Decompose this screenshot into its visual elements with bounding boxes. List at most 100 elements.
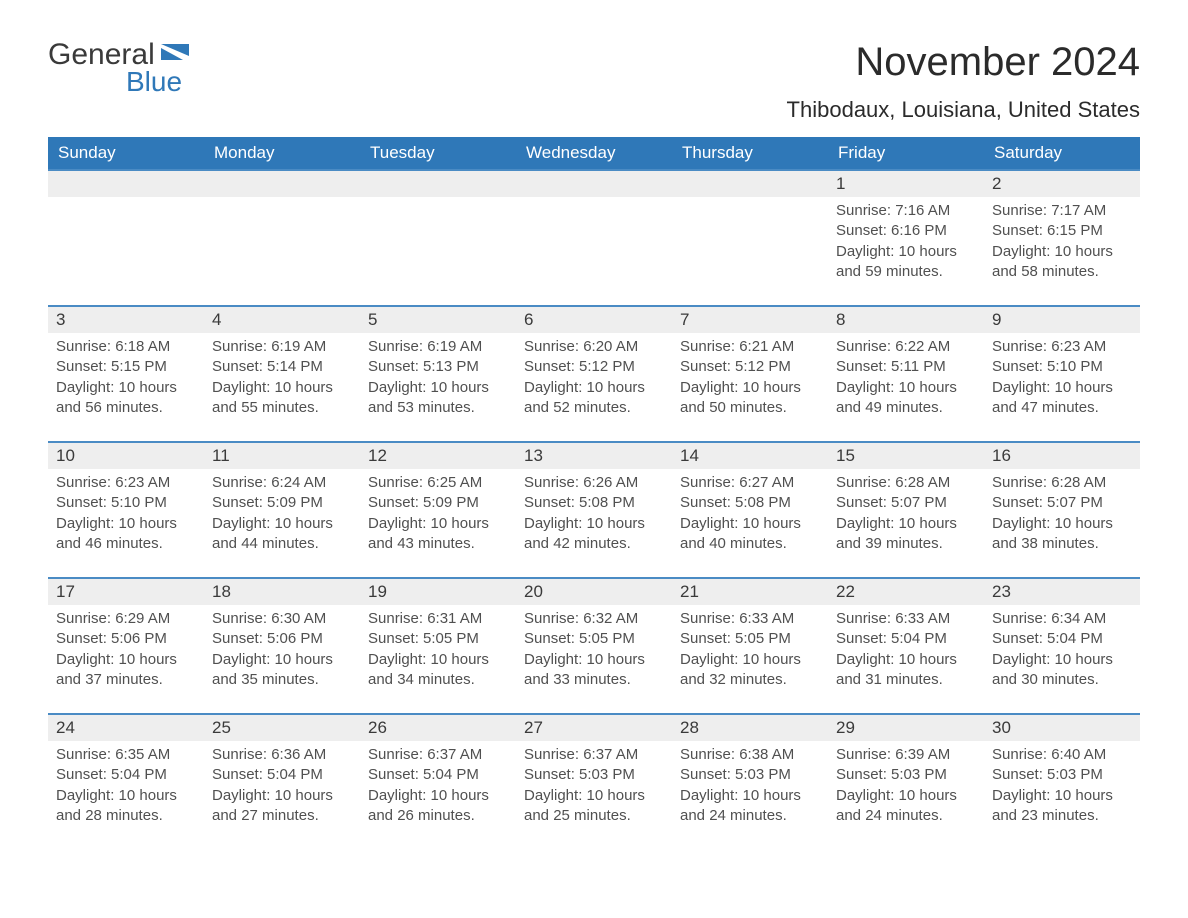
calendar-day-cell: 4Sunrise: 6:19 AMSunset: 5:14 PMDaylight… (204, 306, 360, 442)
day-number: 19 (360, 579, 516, 605)
daylight-line: Daylight: 10 hours and 40 minutes. (680, 514, 820, 555)
sunrise-line: Sunrise: 6:37 AM (368, 745, 508, 765)
day-number-empty (516, 171, 672, 197)
sunrise-line: Sunrise: 6:39 AM (836, 745, 976, 765)
daylight-line: Daylight: 10 hours and 26 minutes. (368, 786, 508, 827)
calendar-week-row: 1Sunrise: 7:16 AMSunset: 6:16 PMDaylight… (48, 170, 1140, 306)
sunset-line: Sunset: 5:03 PM (836, 765, 976, 785)
calendar-day-cell: 26Sunrise: 6:37 AMSunset: 5:04 PMDayligh… (360, 714, 516, 850)
sunset-line: Sunset: 6:15 PM (992, 221, 1132, 241)
calendar-day-cell: 27Sunrise: 6:37 AMSunset: 5:03 PMDayligh… (516, 714, 672, 850)
sunset-line: Sunset: 5:08 PM (524, 493, 664, 513)
calendar-day-cell: 22Sunrise: 6:33 AMSunset: 5:04 PMDayligh… (828, 578, 984, 714)
sunrise-line: Sunrise: 6:23 AM (56, 473, 196, 493)
daylight-line: Daylight: 10 hours and 50 minutes. (680, 378, 820, 419)
sunset-line: Sunset: 5:09 PM (368, 493, 508, 513)
sunset-line: Sunset: 5:10 PM (56, 493, 196, 513)
day-number: 25 (204, 715, 360, 741)
weekday-header: Tuesday (360, 137, 516, 170)
calendar-day-cell: 19 Sunrise: 6:31 AMSunset: 5:05 PMDayligh… (360, 578, 516, 714)
daylight-line: Daylight: 10 hours and 44 minutes. (212, 514, 352, 555)
sunrise-line: Sunrise: 6:32 AM (524, 609, 664, 629)
sunrise-line: Sunrise: 6:34 AM (992, 609, 1132, 629)
sunrise-line: Sunrise: 6:26 AM (524, 473, 664, 493)
daylight-line: Daylight: 10 hours and 58 minutes. (992, 242, 1132, 283)
sunset-line: Sunset: 5:04 PM (56, 765, 196, 785)
calendar-table: SundayMondayTuesdayWednesdayThursdayFrid… (48, 137, 1140, 850)
daylight-line: Daylight: 10 hours and 49 minutes. (836, 378, 976, 419)
weekday-header: Wednesday (516, 137, 672, 170)
day-number: 18 (204, 579, 360, 605)
sunset-line: Sunset: 5:05 PM (368, 629, 508, 649)
day-number-empty (48, 171, 204, 197)
day-details: Sunrise: 6:20 AMSunset: 5:12 PMDaylight:… (516, 333, 672, 424)
daylight-line: Daylight: 10 hours and 53 minutes. (368, 378, 508, 419)
sunrise-line: Sunrise: 6:33 AM (836, 609, 976, 629)
sunset-line: Sunset: 5:04 PM (212, 765, 352, 785)
sunrise-line: Sunrise: 6:35 AM (56, 745, 196, 765)
weekday-header: Thursday (672, 137, 828, 170)
brand-logo: General Blue (48, 40, 191, 96)
daylight-line: Daylight: 10 hours and 56 minutes. (56, 378, 196, 419)
sunrise-line: Sunrise: 6:24 AM (212, 473, 352, 493)
sunset-line: Sunset: 5:03 PM (992, 765, 1132, 785)
sunrise-line: Sunrise: 6:23 AM (992, 337, 1132, 357)
calendar-day-cell: 5Sunrise: 6:19 AMSunset: 5:13 PMDaylight… (360, 306, 516, 442)
calendar-day-cell: 11Sunrise: 6:24 AMSunset: 5:09 PMDayligh… (204, 442, 360, 578)
day-number: 12 (360, 443, 516, 469)
daylight-line: Daylight: 10 hours and 42 minutes. (524, 514, 664, 555)
day-details: Sunrise: 6:27 AMSunset: 5:08 PMDaylight:… (672, 469, 828, 560)
day-number: 29 (828, 715, 984, 741)
calendar-week-row: 24Sunrise: 6:35 AMSunset: 5:04 PMDayligh… (48, 714, 1140, 850)
day-details: Sunrise: 6:29 AMSunset: 5:06 PMDaylight:… (48, 605, 204, 696)
calendar-day-cell: 21Sunrise: 6:33 AMSunset: 5:05 PMDayligh… (672, 578, 828, 714)
sunset-line: Sunset: 5:03 PM (680, 765, 820, 785)
sunrise-line: Sunrise: 6:31 AM (368, 609, 508, 629)
calendar-day-cell: 15Sunrise: 6:28 AMSunset: 5:07 PMDayligh… (828, 442, 984, 578)
weekday-header: Monday (204, 137, 360, 170)
sunset-line: Sunset: 5:09 PM (212, 493, 352, 513)
calendar-day-cell: 18Sunrise: 6:30 AMSunset: 5:06 PMDayligh… (204, 578, 360, 714)
daylight-line: Daylight: 10 hours and 23 minutes. (992, 786, 1132, 827)
day-number: 20 (516, 579, 672, 605)
day-number: 21 (672, 579, 828, 605)
calendar-day-cell: 3Sunrise: 6:18 AMSunset: 5:15 PMDaylight… (48, 306, 204, 442)
sunset-line: Sunset: 5:13 PM (368, 357, 508, 377)
daylight-line: Daylight: 10 hours and 25 minutes. (524, 786, 664, 827)
sunrise-line: Sunrise: 6:19 AM (212, 337, 352, 357)
day-details: Sunrise: 6:30 AMSunset: 5:06 PMDaylight:… (204, 605, 360, 696)
day-details: Sunrise: 6:19 AMSunset: 5:13 PMDaylight:… (360, 333, 516, 424)
day-details: Sunrise: 6:18 AMSunset: 5:15 PMDaylight:… (48, 333, 204, 424)
calendar-day-cell: 16Sunrise: 6:28 AMSunset: 5:07 PMDayligh… (984, 442, 1140, 578)
sunrise-line: Sunrise: 6:27 AM (680, 473, 820, 493)
day-number: 13 (516, 443, 672, 469)
daylight-line: Daylight: 10 hours and 28 minutes. (56, 786, 196, 827)
sunset-line: Sunset: 5:10 PM (992, 357, 1132, 377)
sunset-line: Sunset: 5:05 PM (524, 629, 664, 649)
day-details: Sunrise: 6:23 AMSunset: 5:10 PMDaylight:… (48, 469, 204, 560)
day-number-empty (360, 171, 516, 197)
day-details: Sunrise: 6:28 AMSunset: 5:07 PMDaylight:… (828, 469, 984, 560)
sunset-line: Sunset: 5:14 PM (212, 357, 352, 377)
daylight-line: Daylight: 10 hours and 39 minutes. (836, 514, 976, 555)
daylight-line: Daylight: 10 hours and 34 minutes. (368, 650, 508, 691)
day-number: 3 (48, 307, 204, 333)
calendar-day-cell: 1Sunrise: 7:16 AMSunset: 6:16 PMDaylight… (828, 170, 984, 306)
day-details: Sunrise: 6:22 AMSunset: 5:11 PMDaylight:… (828, 333, 984, 424)
sunset-line: Sunset: 5:11 PM (836, 357, 976, 377)
day-details: Sunrise: 6:36 AMSunset: 5:04 PMDaylight:… (204, 741, 360, 832)
calendar-empty-cell (516, 170, 672, 306)
page-title: November 2024 (787, 40, 1140, 85)
day-number: 27 (516, 715, 672, 741)
daylight-line: Daylight: 10 hours and 24 minutes. (836, 786, 976, 827)
sunrise-line: Sunrise: 6:37 AM (524, 745, 664, 765)
day-number: 7 (672, 307, 828, 333)
day-details: Sunrise: 6:40 AMSunset: 5:03 PMDaylight:… (984, 741, 1140, 832)
calendar-day-cell: 12Sunrise: 6:25 AMSunset: 5:09 PMDayligh… (360, 442, 516, 578)
sunrise-line: Sunrise: 6:28 AM (836, 473, 976, 493)
daylight-line: Daylight: 10 hours and 47 minutes. (992, 378, 1132, 419)
sunrise-line: Sunrise: 6:40 AM (992, 745, 1132, 765)
weekday-header-row: SundayMondayTuesdayWednesdayThursdayFrid… (48, 137, 1140, 170)
day-number: 28 (672, 715, 828, 741)
day-details: Sunrise: 6:32 AMSunset: 5:05 PMDaylight:… (516, 605, 672, 696)
